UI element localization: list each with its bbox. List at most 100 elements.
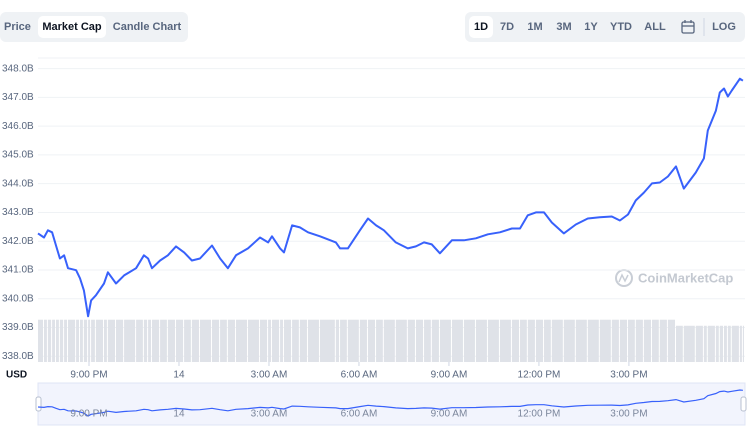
volume-bar bbox=[383, 319, 395, 362]
volume-bar bbox=[487, 319, 499, 362]
volume-bar bbox=[659, 319, 667, 362]
volume-bar bbox=[719, 325, 724, 362]
volume-bar bbox=[67, 319, 76, 362]
volume-bar bbox=[268, 319, 271, 362]
volume-bar bbox=[307, 319, 319, 362]
volume-bar bbox=[707, 325, 715, 362]
y-tick-label: 338.0B bbox=[2, 351, 34, 362]
volume-bar bbox=[499, 319, 511, 362]
range-button[interactable]: 7D bbox=[500, 21, 514, 33]
y-tick-label: 345.0B bbox=[2, 150, 34, 161]
volume-bar bbox=[731, 325, 739, 362]
navigator-tick-label: 12:00 PM bbox=[518, 409, 561, 420]
volume-bar bbox=[551, 319, 563, 362]
volume-bar bbox=[431, 319, 439, 362]
volume-bar bbox=[335, 319, 340, 362]
volume-bar bbox=[439, 319, 451, 362]
volume-bar bbox=[299, 319, 307, 362]
y-tick-label: 343.0B bbox=[2, 207, 34, 218]
tab[interactable]: Candle Chart bbox=[113, 21, 182, 33]
volume-bar bbox=[347, 319, 359, 362]
navigator-handle[interactable] bbox=[740, 396, 747, 412]
volume-bar bbox=[587, 319, 599, 362]
navigator[interactable] bbox=[37, 382, 746, 426]
volume-bar bbox=[247, 319, 259, 362]
range-button[interactable]: ALL bbox=[644, 21, 666, 33]
volume-bar bbox=[563, 319, 575, 362]
x-tick-label: 3:00 AM bbox=[251, 370, 288, 381]
volume-bar bbox=[575, 319, 587, 362]
navigator-tick-label: 14 bbox=[173, 409, 185, 420]
volume-bar bbox=[511, 319, 520, 362]
navigator-tick-label: 9:00 PM bbox=[70, 409, 107, 420]
volume-bar bbox=[667, 319, 676, 362]
volume-bar bbox=[184, 319, 191, 362]
x-tick-label: 9:00 AM bbox=[431, 370, 468, 381]
y-tick-label: 341.0B bbox=[2, 265, 34, 276]
x-tick-label: 9:00 PM bbox=[70, 370, 107, 381]
y-tick-label: 346.0B bbox=[2, 121, 34, 132]
tab[interactable]: Price bbox=[4, 21, 31, 33]
volume-bar bbox=[683, 325, 695, 362]
volume-bar bbox=[64, 319, 67, 362]
volume-bar bbox=[76, 319, 79, 362]
navigator-tick-label: 6:00 AM bbox=[341, 409, 378, 420]
navigator-tick-label: 3:00 AM bbox=[251, 409, 288, 420]
y-tick-label: 344.0B bbox=[2, 178, 34, 189]
active-tab bbox=[38, 16, 106, 38]
watermark: CoinMarketCap bbox=[638, 270, 733, 285]
volume-bar bbox=[95, 319, 103, 362]
volume-bar bbox=[292, 319, 299, 362]
volume-bar bbox=[211, 319, 220, 362]
y-tick-label: 348.0B bbox=[2, 63, 34, 74]
volume-bar bbox=[635, 319, 643, 362]
volume-bar bbox=[715, 325, 719, 362]
x-tick-label: 6:00 AM bbox=[341, 370, 378, 381]
volume-bar bbox=[143, 319, 148, 362]
volume-bar bbox=[167, 319, 175, 362]
tab[interactable]: Market Cap bbox=[42, 21, 102, 33]
volume-bar bbox=[611, 319, 619, 362]
volume-bar bbox=[742, 325, 744, 362]
calendar-icon[interactable] bbox=[681, 20, 695, 34]
navigator-line bbox=[37, 389, 743, 417]
volume-bar bbox=[199, 319, 211, 362]
volume-bar bbox=[395, 319, 407, 362]
log-button[interactable]: LOG bbox=[712, 21, 736, 33]
volume-bar bbox=[475, 319, 487, 362]
volume-bar bbox=[52, 319, 55, 362]
volume-bar bbox=[643, 319, 652, 362]
volume-bar bbox=[544, 319, 551, 362]
volume-bar bbox=[227, 319, 235, 362]
volume-bar bbox=[619, 319, 628, 362]
volume-bar bbox=[283, 319, 292, 362]
y-tick-label: 347.0B bbox=[2, 92, 34, 103]
x-tick-label: 12:00 PM bbox=[518, 370, 561, 381]
volume-bar bbox=[160, 319, 167, 362]
navigator-tick-label: 3:00 PM bbox=[610, 409, 647, 420]
volume-bar bbox=[520, 319, 527, 362]
volume-bar bbox=[115, 319, 124, 362]
volume-bar bbox=[148, 319, 151, 362]
volume-bar bbox=[175, 319, 184, 362]
range-button[interactable]: YTD bbox=[610, 21, 632, 33]
y-tick-label: 342.0B bbox=[2, 236, 34, 247]
volume-bar bbox=[88, 319, 91, 362]
navigator-handle[interactable] bbox=[35, 396, 42, 412]
volume-bar bbox=[259, 319, 268, 362]
range-button[interactable]: 1M bbox=[527, 21, 542, 33]
volume-bar bbox=[703, 325, 707, 362]
volume-bar bbox=[407, 319, 415, 362]
watermark-logo bbox=[615, 269, 633, 287]
volume-bar bbox=[83, 319, 88, 362]
x-tick-label: 3:00 PM bbox=[610, 370, 647, 381]
range-button[interactable]: 1D bbox=[474, 21, 488, 33]
volume-bar bbox=[527, 319, 535, 362]
volume-bar bbox=[136, 319, 143, 362]
range-button[interactable]: 3M bbox=[556, 21, 571, 33]
volume-bar bbox=[47, 319, 52, 362]
range-button[interactable]: 1Y bbox=[584, 21, 598, 33]
volume-bar bbox=[103, 319, 107, 362]
volume-bar bbox=[535, 319, 544, 362]
